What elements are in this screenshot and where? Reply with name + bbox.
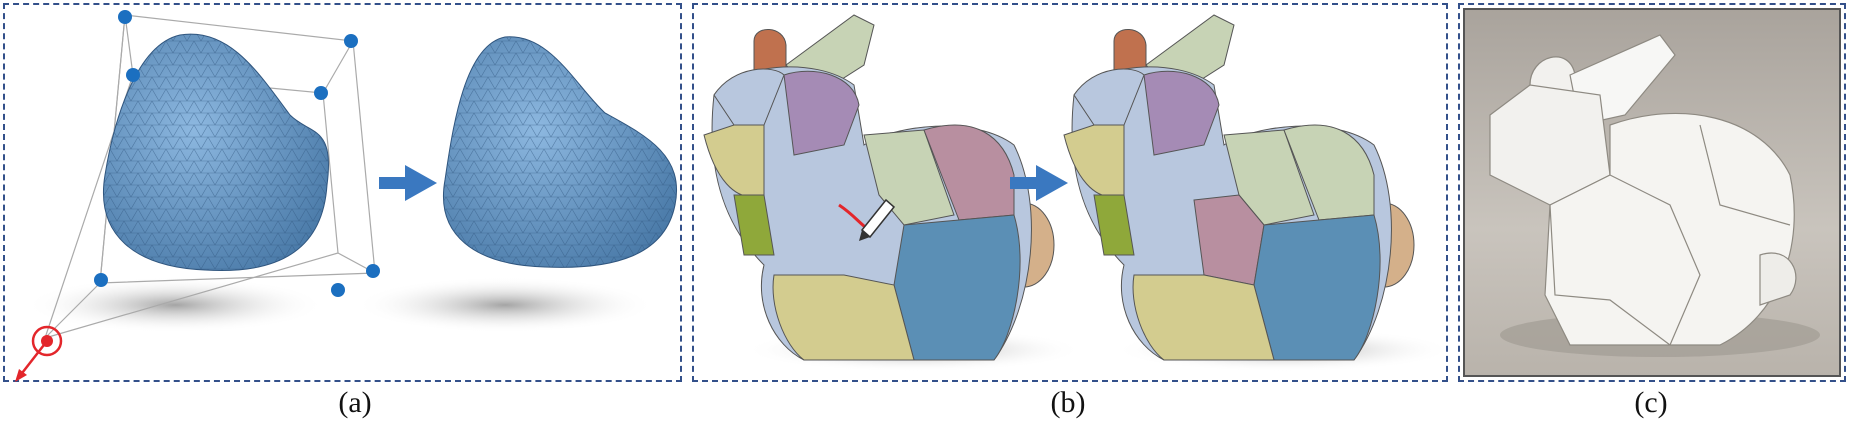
panel-c-papercraft-photo (1458, 3, 1846, 382)
caption-c: (c) (1634, 386, 1668, 419)
panel-a-cage-deformation (3, 3, 682, 382)
transition-arrow-a (379, 165, 437, 201)
panel-b-segmentation-editing (692, 3, 1450, 382)
drag-handle-icon[interactable] (15, 325, 63, 382)
panel-c-figure (1463, 8, 1841, 377)
cage-control-points[interactable] (94, 10, 380, 297)
caption-a: (a) (338, 386, 372, 419)
paper-bunny (1489, 34, 1797, 346)
shadow-left (25, 277, 325, 333)
pen-icon[interactable] (859, 198, 896, 241)
panel-b-figure (703, 14, 1450, 372)
bunny-segmented-before (703, 14, 1055, 361)
shadow-right (355, 277, 655, 333)
bunny-segmented-after (1063, 14, 1415, 361)
transition-arrow-b (1010, 165, 1068, 201)
panel-a-figure (15, 10, 677, 382)
caption-b: (b) (1050, 386, 1086, 419)
